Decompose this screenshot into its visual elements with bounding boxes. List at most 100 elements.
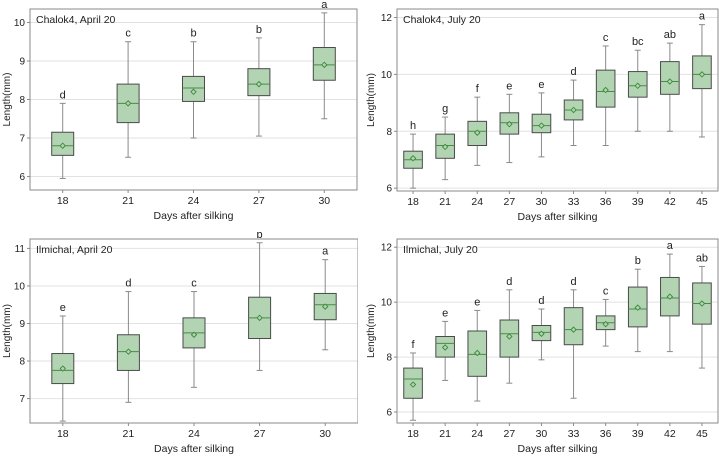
mean-marker [190,88,197,96]
mean-marker [321,61,328,69]
chart-title: Ilmichal, July 20 [403,244,478,256]
mean-marker [634,82,641,90]
plot-frame [396,8,719,192]
mean-marker [256,314,263,322]
mean-marker [59,365,67,372]
boxplot-chalok4-july: 6 8 10 12 Chalok4, July 20 Days after silking… [366,8,719,223]
mean-marker [506,120,513,128]
x-tick-label: 18 [407,196,419,208]
x-tick-label: 30 [536,428,548,440]
significance-letter: c [191,278,197,290]
significance-letter: b [635,255,641,267]
significance-letter: a [667,240,674,252]
significance-letter: g [442,103,448,115]
significance-letter: a [321,0,328,11]
box-33: d [563,276,584,399]
mean-marker [409,381,417,388]
box-45: a [692,11,712,138]
x-tick-label: 24 [471,196,483,208]
box-24: c [182,278,206,388]
x-tick-label: 21 [123,428,135,440]
y-axis-label: Length(mm) [366,304,377,358]
significance-letter: d [538,295,544,307]
chart-panel-ilmichal-july: 6 8 10 12 Ilmichal, July 20 Days after silkin… [361,232,719,464]
mean-marker [321,303,329,310]
significance-letter: d [570,276,576,288]
significance-letter: e [538,79,544,91]
x-tick-label: 21 [439,196,451,208]
x-axis-label: Days after silking [518,211,598,223]
x-axis-label: Days after silking [518,443,598,455]
x-tick-label: 42 [664,196,676,208]
x-tick-label: 24 [188,428,200,440]
x-tick-label: 33 [568,428,580,440]
boxplot-chalok4-april: 6 7 8 9 10 Chalok4, April 20 Days after silkin… [2,0,358,222]
x-tick-label: 30 [319,428,331,440]
x-tick-label: 24 [188,195,200,207]
mean-marker [538,330,545,337]
x-tick-label: 27 [504,196,516,208]
mean-marker [474,129,481,136]
mean-marker [698,300,706,307]
y-tick-label: 10 [381,70,393,81]
iqr-box [563,307,584,346]
y-tick-label: 10 [14,18,26,29]
y-axis-label: Length(mm) [2,304,13,358]
significance-letter: d [570,66,576,78]
mean-marker [474,349,481,357]
box-21: g [435,103,455,181]
box-18: h [403,120,423,189]
y-tick-label: 6 [19,172,25,183]
mean-marker [124,100,132,107]
box-45: ab [692,252,712,369]
box-30: a [313,246,337,351]
box-42: ab [660,29,680,132]
chart-title: Chalok4, April 20 [36,14,116,26]
mean-marker [570,106,577,114]
chart-title: Ilmichal, April 20 [36,244,113,256]
significance-letter: a [322,246,329,258]
y-tick-label: 12 [381,13,393,24]
significance-letter: h [410,120,416,132]
box-30: a [312,0,336,120]
box-42: a [660,240,680,353]
y-tick-label: 8 [386,127,392,138]
significance-letter: a [699,11,706,23]
box-27: b [248,229,272,371]
y-tick-label: 12 [381,243,393,254]
significance-letter: e [506,80,512,92]
y-tick-label: 7 [19,394,25,405]
mean-marker [666,78,674,85]
x-tick-label: 33 [568,196,580,208]
mean-marker [409,155,417,162]
mean-marker [634,304,641,311]
box-24: e [467,296,488,402]
significance-letter: d [506,276,512,288]
chart-panel-chalok4-april: 6 7 8 9 10 Chalok4, April 20 Days after silkin… [0,0,358,233]
x-tick-label: 39 [632,428,644,440]
significance-letter: b [256,24,262,36]
mean-marker [441,344,449,351]
mean-marker [506,333,513,340]
x-tick-label: 27 [253,195,265,207]
chart-title: Chalok4, July 20 [403,14,481,26]
significance-letter: b [190,28,196,40]
mean-marker [538,122,545,129]
box-21: d [116,278,140,403]
x-tick-label: 36 [600,428,612,440]
box-18: d [51,89,75,179]
significance-letter: ab [664,29,676,41]
box-18: e [51,302,75,422]
x-tick-label: 30 [318,195,330,207]
box-36: c [595,285,616,347]
box-27: e [499,80,520,164]
iqr-box [660,61,680,95]
y-tick-label: 11 [15,244,26,255]
y-tick-label: 8 [19,357,25,368]
y-tick-label: 10 [14,281,26,292]
x-tick-label: 45 [696,196,708,208]
y-tick-label: 7 [19,134,25,145]
chart-panel-chalok4-july: 6 8 10 12 Chalok4, July 20 Days after silking… [361,0,719,233]
significance-letter: c [603,285,609,297]
significance-letter: f [412,339,416,351]
